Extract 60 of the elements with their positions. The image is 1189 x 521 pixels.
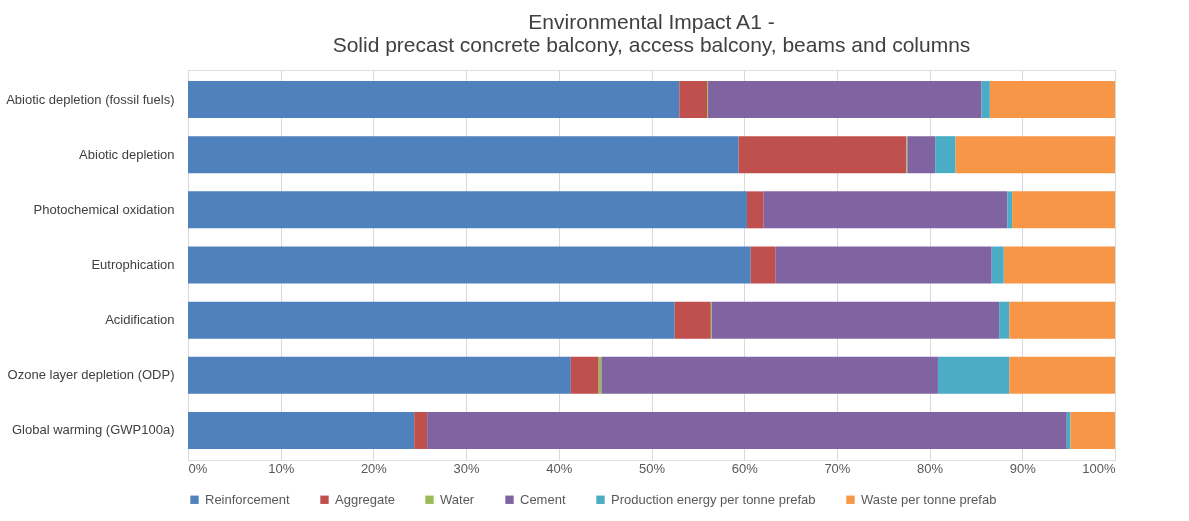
x-tick-label: 80% [917,460,944,476]
bar [188,246,751,284]
bar [1066,412,1071,449]
x-tick-label: 0% [188,460,208,476]
bar [991,246,1004,284]
legend-label: Reinforcement [205,491,290,507]
y-tick-label: Abiotic depletion (fossil fuels) [6,91,175,107]
bar [746,191,764,229]
x-tick-label: 20% [360,460,388,476]
bar [775,246,992,284]
bar [188,81,680,118]
bar [1009,301,1115,339]
y-tick-label: Abiotic depletion [79,146,175,162]
x-tick-label: 100% [1082,460,1116,476]
bar [674,301,711,339]
x-tick-label: 70% [824,460,851,476]
bar [708,81,982,118]
bar [935,136,956,174]
bar [989,81,1115,118]
bar [1070,412,1115,449]
x-tick-label: 40% [546,460,573,476]
bar [763,191,1008,229]
bar [601,356,938,394]
bar [955,136,1115,174]
bar [570,356,599,394]
bar [907,136,936,174]
y-tick-label: Eutrophication [91,257,175,272]
x-tick-label: 50% [638,460,666,476]
bar [981,81,990,118]
y-tick-label: Photochemical oxidation [33,201,175,217]
y-tick-label: Global warming (GWP100a) [11,422,175,438]
bar [427,412,1067,449]
x-tick-label: 60% [731,460,759,476]
x-tick-label: 30% [453,460,481,476]
legend-label: Production energy per tonne prefab [611,491,816,507]
bar [188,191,747,229]
chart-title: Environmental Impact A1 - Solid precast concrete balcony, access balcony, beams and columns [332,10,971,56]
bar [188,356,571,394]
bar [750,246,776,284]
bar [1012,191,1115,229]
bar [414,412,428,449]
bar [937,356,1010,394]
legend-label: Cement [520,491,566,507]
bar [679,81,708,118]
bar [188,301,675,339]
bar [188,412,415,449]
y-tick-label: Ozone layer depletion (ODP) [7,367,175,383]
legend-label: Aggregate [335,491,395,507]
bar [1003,246,1115,284]
x-tick-label: 90% [1009,460,1037,476]
bar [999,301,1010,339]
bar [1009,356,1115,394]
bar [711,301,1000,339]
legend-label: Water [440,491,475,507]
x-tick-label: 10% [268,460,295,476]
bar [188,136,739,174]
y-tick-label: Acidification [105,312,175,328]
bar [738,136,907,174]
legend-label: Waste per tonne prefab [861,491,997,507]
bar [1007,191,1013,229]
